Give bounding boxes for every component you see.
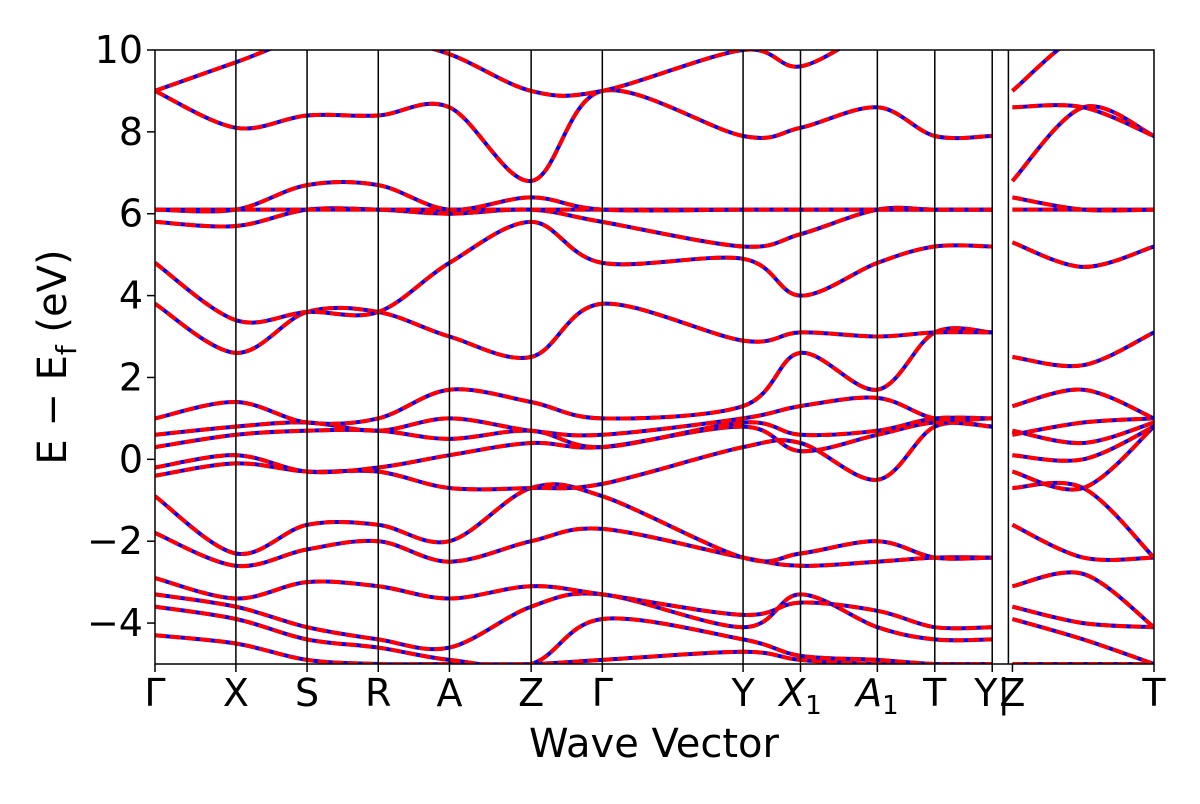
left-segment-band-solid (155, 50, 842, 98)
left-segment-band-solid (155, 482, 993, 564)
left-segment-band-dashed (155, 482, 993, 564)
right-segment-band-solid (1011, 604, 1154, 630)
x-tick-label: A (436, 671, 462, 715)
right-segment-band-solid (1012, 424, 1154, 463)
left-segment-band-dashed (155, 219, 993, 325)
y-tick-label: 4 (119, 274, 143, 318)
right-segment-band-solid (1012, 420, 1154, 446)
left-segment-band-solid (155, 205, 993, 249)
y-tick-label: 8 (119, 110, 143, 154)
y-tick-label: 0 (119, 437, 143, 481)
x-tick-label: R (365, 671, 391, 715)
x-tick-label: T (1141, 671, 1166, 715)
x-axis-ticks: Γ X S R A Z Γ Y X1 A1 T Y|Z T (144, 664, 1166, 721)
left-segment-band-solid (155, 591, 993, 652)
right-segment-band-solid (1012, 103, 1154, 138)
y-axis-label-main: E − E (30, 355, 76, 465)
right-segment-band-dashed (1011, 50, 1061, 93)
right-segment-band-dashed (1011, 387, 1154, 421)
y-tick-label: 10 (95, 28, 143, 72)
x-tick-label: X (223, 671, 249, 715)
x-tick-label: Z (518, 671, 544, 715)
x-tick-label: Y| (973, 671, 1010, 716)
y-axis-label: E − Ef (eV) (30, 249, 83, 464)
x-tick-label: Γ (592, 671, 613, 715)
left-segment-band-dashed (155, 591, 993, 652)
right-segment-band-solid (1012, 330, 1154, 369)
x-tick-label: X1 (777, 671, 822, 721)
right-segment-band-dashed (1011, 522, 1154, 562)
right-segment-band-solid (1011, 425, 1154, 492)
y-tick-label: −2 (87, 519, 143, 563)
left-segment-band-dashed (155, 326, 993, 426)
left-segment-band-dashed (155, 301, 993, 360)
y-tick-label: 2 (119, 355, 143, 399)
left-segment-band-solid (155, 180, 993, 214)
y-axis-ticks: −4 −2 0 2 4 6 8 10 (87, 28, 155, 645)
x-tick-label: T (922, 671, 947, 715)
left-segment-band-solid (155, 576, 993, 631)
left-segment-band-solid (155, 604, 993, 664)
right-segment-band-solid (1012, 480, 1154, 560)
right-segment-band-solid (1010, 104, 1154, 183)
left-segment-band-solid (155, 219, 993, 325)
left-segment-band-dashed (155, 526, 993, 569)
right-segment-band-solid (1012, 416, 1154, 437)
x-axis-label: Wave Vector (529, 721, 780, 767)
left-segment-band-solid (155, 326, 993, 426)
x-tick-label: Y (730, 671, 755, 715)
kpoint-dividers (235, 50, 1010, 664)
x-tick-label: A1 (853, 671, 899, 721)
right-segment-band-solid (1011, 240, 1154, 269)
plot-frame (154, 49, 1155, 665)
y-axis-label-sub: f (50, 344, 83, 355)
right-segment-band-solid (1011, 617, 1154, 664)
bands-layer (155, 50, 1154, 664)
x-tick-label: S (295, 671, 319, 715)
right-segment-band-solid (1011, 387, 1154, 421)
y-tick-label: 6 (119, 192, 143, 236)
right-segment-band-solid (1011, 522, 1154, 562)
left-segment-band-dashed (155, 88, 993, 183)
right-segment-band-solid (1011, 50, 1061, 93)
left-segment-band-dashed (155, 50, 842, 98)
right-segment-band-solid (1012, 195, 1154, 213)
x-tick-label: Z (999, 671, 1025, 715)
y-tick-label: −4 (87, 601, 143, 645)
right-segment-band-dashed (1010, 104, 1154, 183)
right-segment-band-solid (1011, 570, 1154, 629)
x-tick-label: Γ (144, 671, 165, 715)
right-segment-band-dashed (1012, 480, 1154, 560)
left-segment-band-solid (155, 415, 993, 450)
left-segment-band-solid (155, 88, 993, 183)
y-axis-label-unit: (eV) (30, 249, 76, 345)
left-segment-band-solid (155, 301, 993, 360)
